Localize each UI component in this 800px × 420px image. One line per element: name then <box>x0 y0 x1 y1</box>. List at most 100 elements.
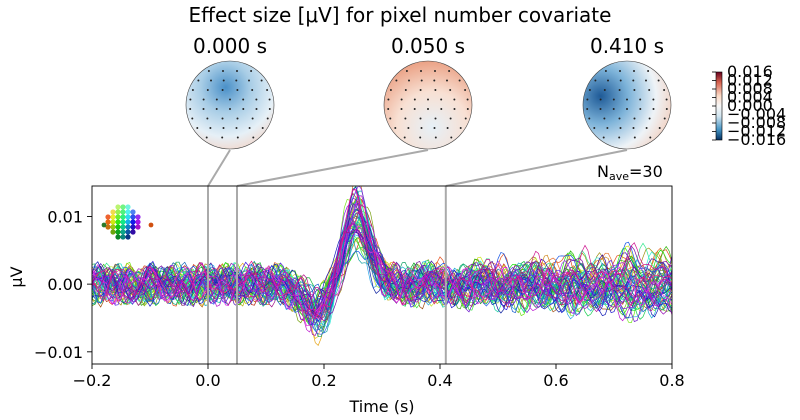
time-connector-line <box>236 149 429 187</box>
channel-trace <box>92 225 672 327</box>
sensor-dot <box>599 108 602 110</box>
time-markers <box>207 186 447 364</box>
inset-sensor-dot <box>110 219 116 225</box>
sensor-dot <box>639 98 642 101</box>
y-axis: 0.01 0.00 −0.01 <box>34 207 92 362</box>
sensor-dot <box>405 70 408 72</box>
sensor-dot <box>222 127 225 129</box>
sensor-dot <box>446 79 448 82</box>
inset-sensor-dot <box>125 224 131 230</box>
sensor-dot <box>440 98 443 101</box>
inset-sensor-dot <box>135 214 141 220</box>
y-tick-label: −0.01 <box>34 343 83 362</box>
sensor-dot <box>607 79 609 82</box>
sensor-dot <box>419 89 422 91</box>
topomap-head <box>383 60 473 150</box>
y-tick-label: 0.00 <box>47 275 83 294</box>
x-tick-label: 0.2 <box>311 371 336 390</box>
sensor-dot <box>626 108 628 110</box>
sensor-dot <box>206 89 209 91</box>
sensor-dot <box>588 89 591 91</box>
inset-sensor-dot <box>105 224 111 230</box>
sensor-dot <box>235 127 238 129</box>
inset-sensor-dot <box>130 229 136 235</box>
sensor-dot <box>459 127 462 129</box>
sensor-dot <box>632 79 635 82</box>
channel-trace <box>92 203 672 315</box>
colorbar: 0.0160.0120.0080.0040.000−0.004−0.008−0.… <box>712 62 786 149</box>
inset-sensor-dot <box>135 219 141 225</box>
sensor-dot <box>404 117 407 120</box>
sensor-dot <box>458 79 461 82</box>
sensor-dot <box>648 89 651 91</box>
sensor-dot <box>618 117 621 120</box>
inset-sensor-dot <box>115 204 121 210</box>
sensor-dot <box>652 108 655 110</box>
channel-trace <box>92 222 672 322</box>
inset-sensor-dot <box>105 219 111 225</box>
inset-sensor-dot <box>115 229 121 235</box>
sensor-dot <box>466 98 469 101</box>
sensor-dot <box>191 89 194 91</box>
sensor-dot <box>420 79 423 82</box>
sensor-dot <box>633 70 635 72</box>
sensor-dot <box>586 108 589 110</box>
topomap-head <box>582 60 672 150</box>
inset-sensor-dot <box>130 209 136 215</box>
channel-trace <box>92 216 672 335</box>
colorbar-tick-label: 0.004 <box>727 88 773 107</box>
inset-sensor-dot <box>115 234 121 240</box>
sensor-dot <box>221 117 224 120</box>
topomap-time-label: 0.410 s <box>590 34 664 58</box>
channel-trace <box>92 189 672 320</box>
topomap-sensors <box>387 70 469 139</box>
sensor-dot <box>229 98 231 101</box>
topomap-head <box>185 60 275 150</box>
sensor-dot <box>593 127 596 129</box>
sensor-dot <box>261 127 264 129</box>
sensor-dot <box>434 70 436 72</box>
sensor-dot <box>387 108 390 110</box>
inset-sensor-dot <box>125 234 131 240</box>
sensor-dot <box>202 108 205 110</box>
sensor-dot <box>400 108 403 110</box>
time-connector-line <box>445 149 628 187</box>
sensor-dot <box>440 108 443 110</box>
channel-trace <box>92 202 672 326</box>
topomap-2: 0.410 s <box>582 34 672 150</box>
channel-trace <box>92 202 672 317</box>
sensor-dot <box>408 79 410 82</box>
sensor-dot <box>221 136 224 139</box>
x-tick-label: 0.6 <box>543 371 568 390</box>
topomap-sensors <box>189 70 271 139</box>
sensor-dot <box>260 79 263 82</box>
colorbar-tick-label: −0.012 <box>727 122 786 141</box>
sensor-dot <box>420 127 423 129</box>
inset-sensor-dot <box>110 209 116 215</box>
x-axis-label: Time (s) <box>348 397 414 416</box>
x-tick-label: −0.2 <box>73 371 112 390</box>
sensor-dot <box>647 70 650 72</box>
sensor-dot <box>222 79 225 82</box>
topomap-sensors <box>586 70 668 139</box>
sensor-dot <box>453 108 456 110</box>
channel-trace <box>92 228 672 326</box>
inset-sensor-dot <box>115 209 121 215</box>
sensor-dot <box>427 98 429 101</box>
sensor-dot <box>250 70 253 72</box>
sensor-dot <box>403 136 406 139</box>
sensor-dot <box>236 70 238 72</box>
inset-sensor-dot <box>130 219 136 225</box>
y-tick-label: 0.01 <box>47 207 83 226</box>
sensor-dot <box>633 136 636 139</box>
inset-sensor-dot <box>120 229 126 235</box>
inset-sensor-dot <box>120 204 126 210</box>
channel-trace <box>92 188 672 336</box>
y-axis-label: μV <box>7 266 26 287</box>
sensor-dot <box>196 127 199 129</box>
sensor-layout-inset <box>101 204 154 240</box>
sensor-dot <box>255 108 258 110</box>
colorbar-tick-label: 0.000 <box>727 96 773 115</box>
sensor-dot <box>633 89 636 91</box>
sensor-dot <box>229 108 231 110</box>
